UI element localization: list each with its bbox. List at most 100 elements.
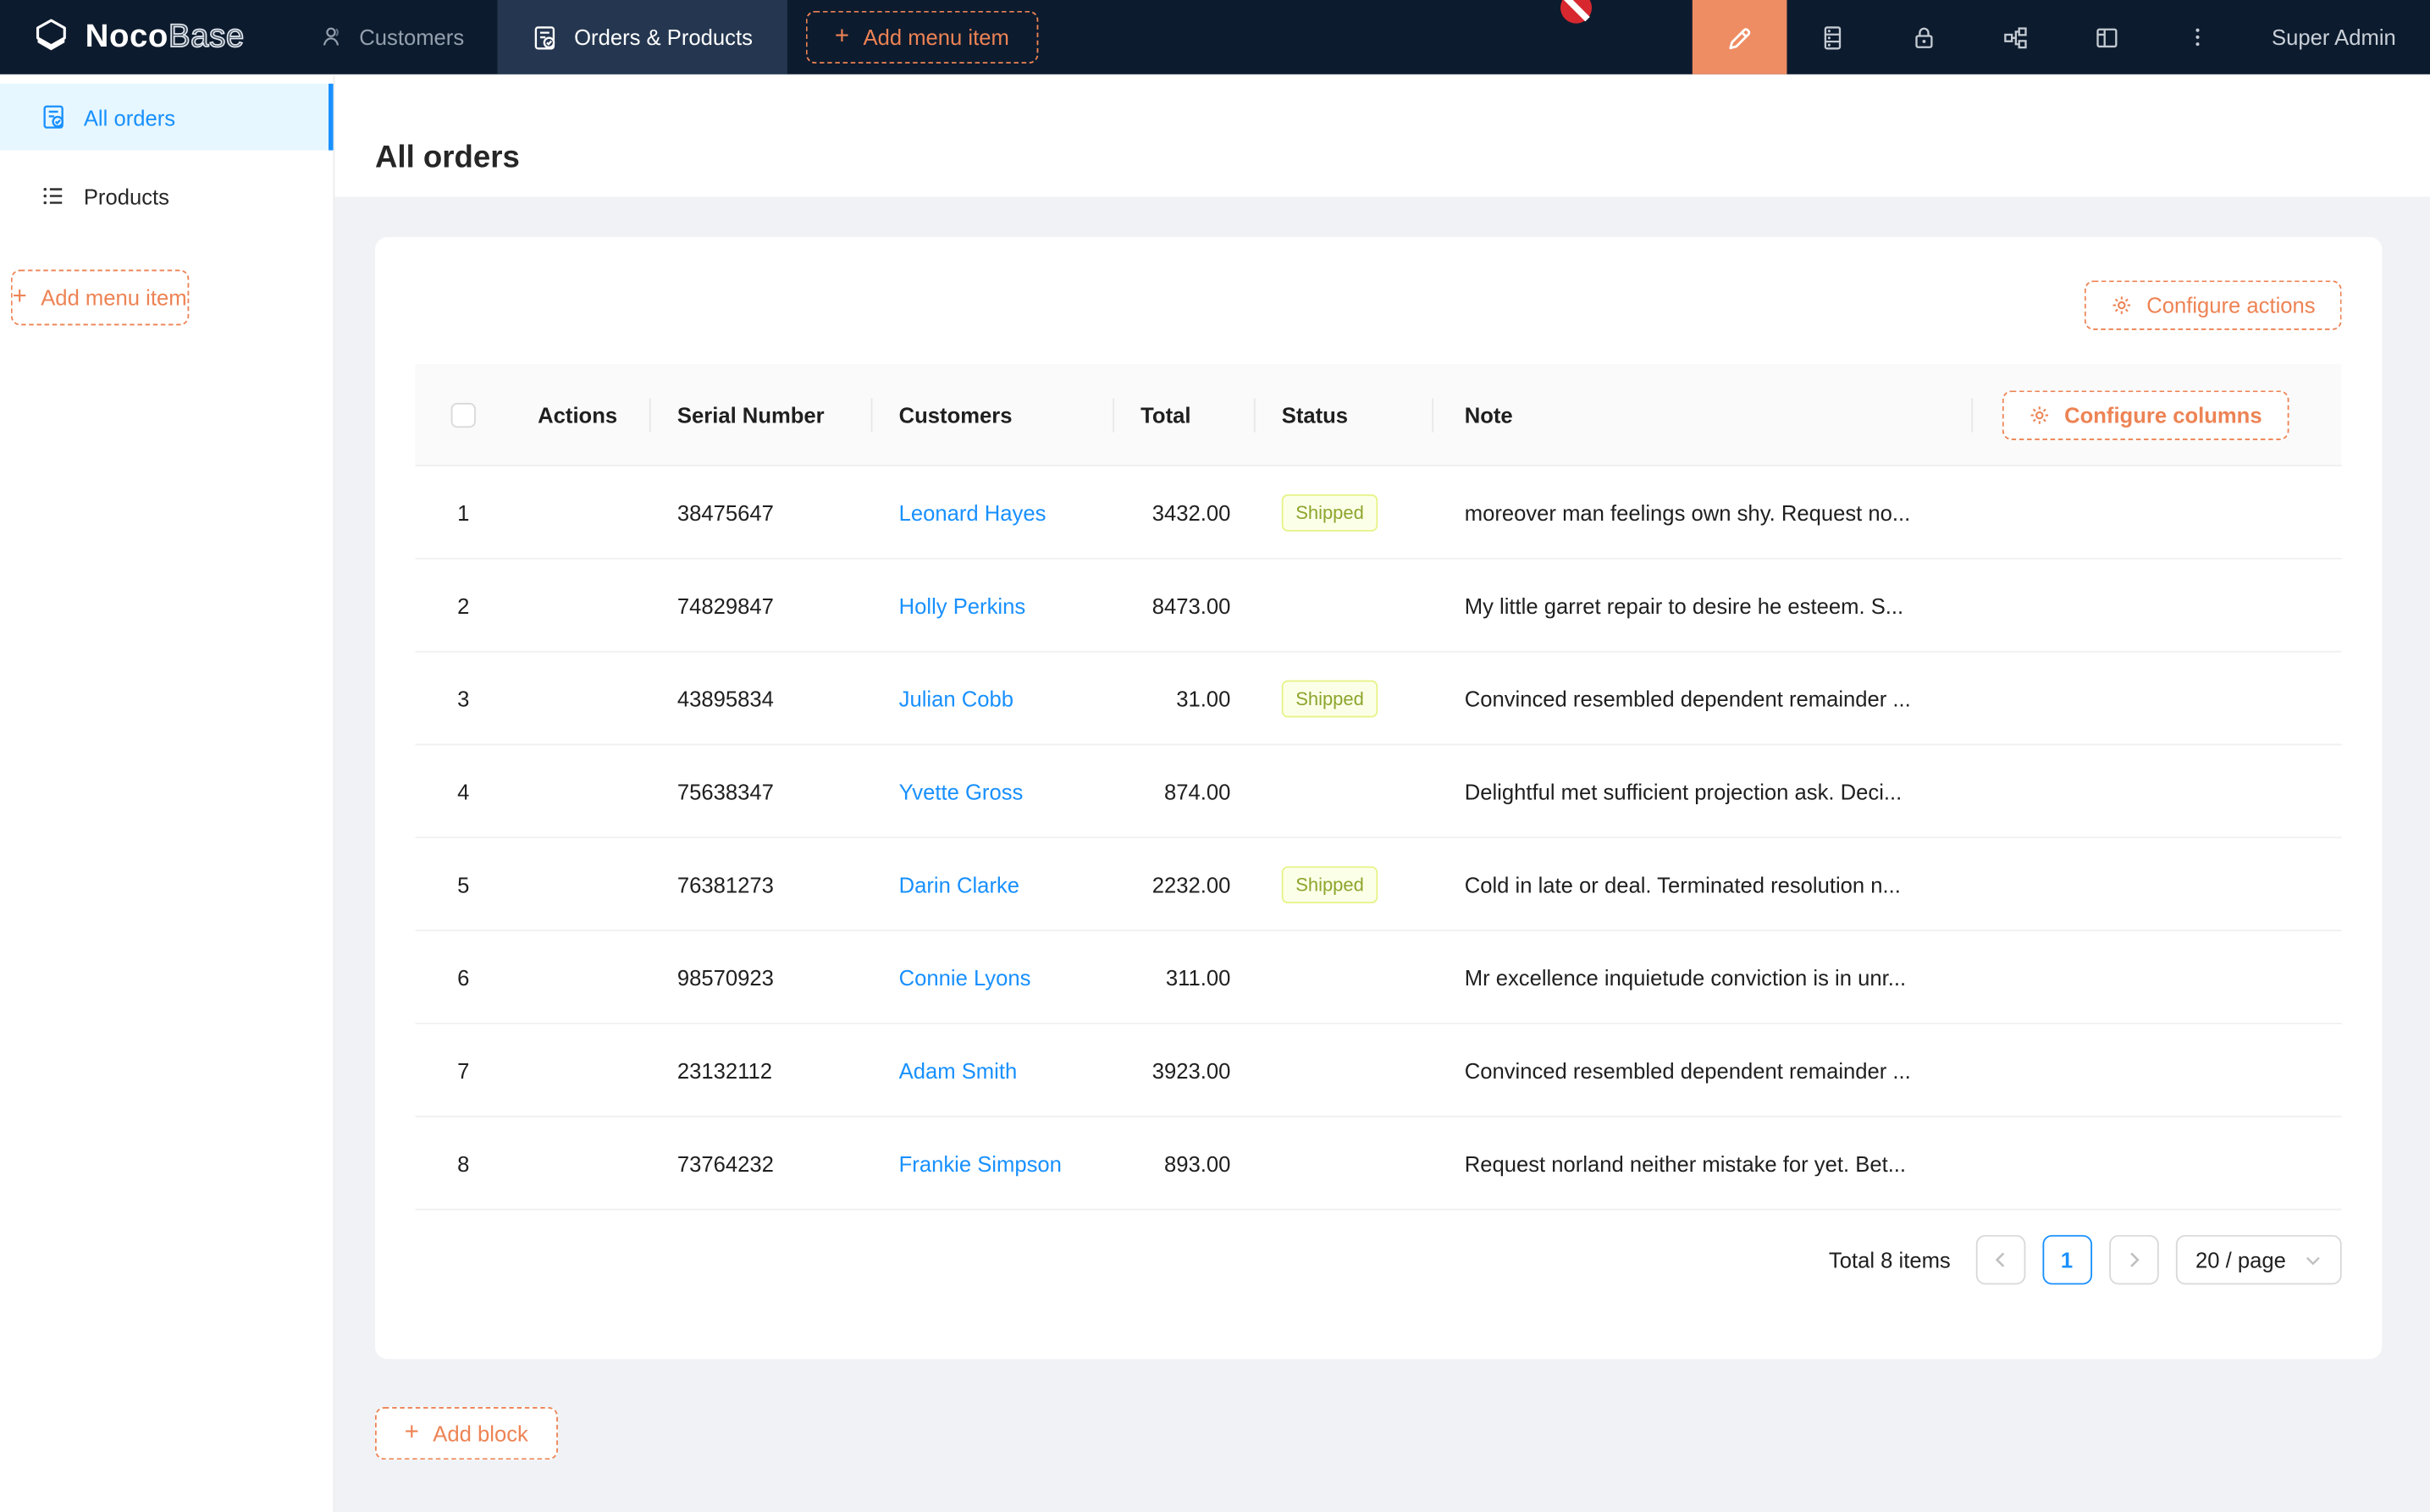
row-index: 8 [457,1151,470,1176]
customer-link[interactable]: Leonard Hayes [898,499,1047,525]
note-cell: Convinced resembled dependent remainder … [1464,685,1911,711]
customer-link[interactable]: Yvette Gross [898,778,1024,804]
sidebar-add-menu-item-button[interactable]: + Add menu item [10,269,189,326]
note-cell: My little garret repair to desire he est… [1464,593,1904,618]
table-row[interactable]: 4 75638347 Yvette Gross 874.00 Delightfu… [415,745,2342,839]
select-all-cell [416,364,511,465]
plus-icon: + [834,23,850,50]
note-cell: Convinced resembled dependent remainder … [1464,1057,1911,1083]
more-button[interactable] [2152,0,2244,74]
status-badge: Shipped [1281,679,1378,717]
status-cell: Shipped [1256,679,1433,717]
list-icon [41,183,67,209]
top-right-actions: Super Admin [1692,0,2430,74]
status-badge: Shipped [1281,493,1378,531]
top-bar: NocoBase Customers [0,0,2430,74]
column-header-serial[interactable]: Serial Number [651,364,873,465]
chevron-down-icon [2305,1251,2322,1268]
plugins-button[interactable] [1969,0,2061,74]
note-cell: Mr excellence inquietude conviction is i… [1464,964,1907,990]
column-header-total[interactable]: Total [1114,364,1256,465]
page-header: All orders [334,74,2430,197]
sidebar: All orders Products + Add menu item [0,74,335,1512]
configure-columns-label: Configure columns [2064,401,2262,428]
not-allowed-cursor [1559,0,1593,25]
plus-icon: + [12,283,27,311]
customer-cell: Darin Clarke [873,872,1115,897]
serial-number-cell: 76381273 [677,871,774,897]
serial-number-cell: 38475647 [677,499,774,525]
customer-link[interactable]: Frankie Simpson [898,1151,1062,1176]
serial-number-cell: 98570923 [677,964,774,990]
table-toolbar: Configure actions [416,237,2342,330]
column-header-status[interactable]: Status [1256,364,1434,465]
table-row[interactable]: 3 43895834 Julian Cobb 31.00 Shipped Con… [415,653,2342,746]
customer-link[interactable]: Adam Smith [898,1057,1018,1083]
total-cell: 3923.00 [1151,1057,1231,1083]
sidebar-item-products[interactable]: Products [0,163,334,229]
configure-columns-cell: Configure columns [1973,364,2342,465]
select-all-checkbox[interactable] [450,401,476,428]
row-index: 4 [457,778,470,804]
pagination-prev-button[interactable] [1975,1234,2025,1285]
pagination: Total 8 items 1 20 / page [416,1234,2342,1285]
table-row[interactable]: 5 76381273 Darin Clarke 2232.00 Shipped … [415,838,2342,932]
logo-text: NocoBase [85,18,245,55]
table-header-row: Actions Serial Number Customers Total St… [415,364,2342,466]
note-cell: Cold in late or deal. Terminated resolut… [1464,871,1901,897]
customer-cell: Connie Lyons [873,964,1115,989]
table-row[interactable]: 8 73764232 Frankie Simpson 893.00 Reques… [415,1117,2342,1211]
row-index: 2 [457,593,470,618]
column-header-note[interactable]: Note [1433,364,1974,465]
table-row[interactable]: 6 98570923 Connie Lyons 311.00 Mr excell… [415,931,2342,1024]
orders-table-block: Configure actions Actions Serial Number … [374,237,2383,1360]
total-cell: 8473.00 [1151,593,1231,618]
column-header-customers[interactable]: Customers [873,364,1115,465]
main-area: All orders Configure actions [334,74,2430,1512]
user-menu[interactable]: Super Admin [2272,25,2396,50]
nav-tab-orders-products[interactable]: Orders & Products [498,0,787,74]
total-cell: 874.00 [1163,778,1231,804]
orders-table: Actions Serial Number Customers Total St… [415,364,2342,1211]
pagination-page-1[interactable]: 1 [2041,1234,2092,1285]
configure-columns-button[interactable]: Configure columns [2002,389,2289,439]
collections-button[interactable] [1787,0,1878,74]
table-row[interactable]: 7 23132112 Adam Smith 3923.00 Convinced … [415,1024,2342,1117]
nocobase-logo[interactable]: NocoBase [0,17,284,58]
page-size-select[interactable]: 20 / page [2175,1234,2342,1285]
layout-button[interactable] [2061,0,2152,74]
pagination-total: Total 8 items [1828,1247,1951,1272]
table-row[interactable]: 2 74829847 Holly Perkins 8473.00 My litt… [415,560,2342,653]
orders-doc-check-icon [533,24,559,50]
pagination-next-button[interactable] [2108,1234,2159,1285]
add-block-button[interactable]: + Add block [374,1407,558,1460]
serial-number-cell: 73764232 [677,1151,774,1176]
serial-number-cell: 75638347 [677,778,774,804]
plugins-icon [2002,24,2029,50]
configure-actions-button[interactable]: Configure actions [2084,280,2342,330]
column-header-actions[interactable]: Actions [511,364,651,465]
page-title: All orders [374,141,520,175]
security-button[interactable] [1878,0,1969,74]
more-icon [2185,25,2210,49]
status-cell: Shipped [1256,865,1433,903]
row-index: 1 [457,499,470,525]
ui-editor-button[interactable] [1692,0,1787,74]
note-cell: moreover man feelings own shy. Request n… [1464,499,1911,525]
customer-link[interactable]: Julian Cobb [898,685,1013,711]
collections-icon [1820,24,1846,50]
nav-tab-customers[interactable]: Customers [284,0,498,74]
customer-cell: Julian Cobb [873,686,1115,710]
header-add-menu-item-button[interactable]: + Add menu item [805,10,1039,64]
customer-link[interactable]: Holly Perkins [898,593,1026,618]
total-cell: 311.00 [1165,964,1231,990]
customer-cell: Holly Perkins [873,593,1115,617]
main-nav: Customers Orders & Products [284,0,787,74]
customer-link[interactable]: Connie Lyons [898,964,1031,990]
customer-cell: Frankie Simpson [873,1151,1115,1175]
table-row[interactable]: 1 38475647 Leonard Hayes 3432.00 Shipped… [415,466,2342,560]
sidebar-item-label: Products [83,183,169,209]
sidebar-item-all-orders[interactable]: All orders [0,83,334,151]
customer-link[interactable]: Darin Clarke [898,871,1020,897]
